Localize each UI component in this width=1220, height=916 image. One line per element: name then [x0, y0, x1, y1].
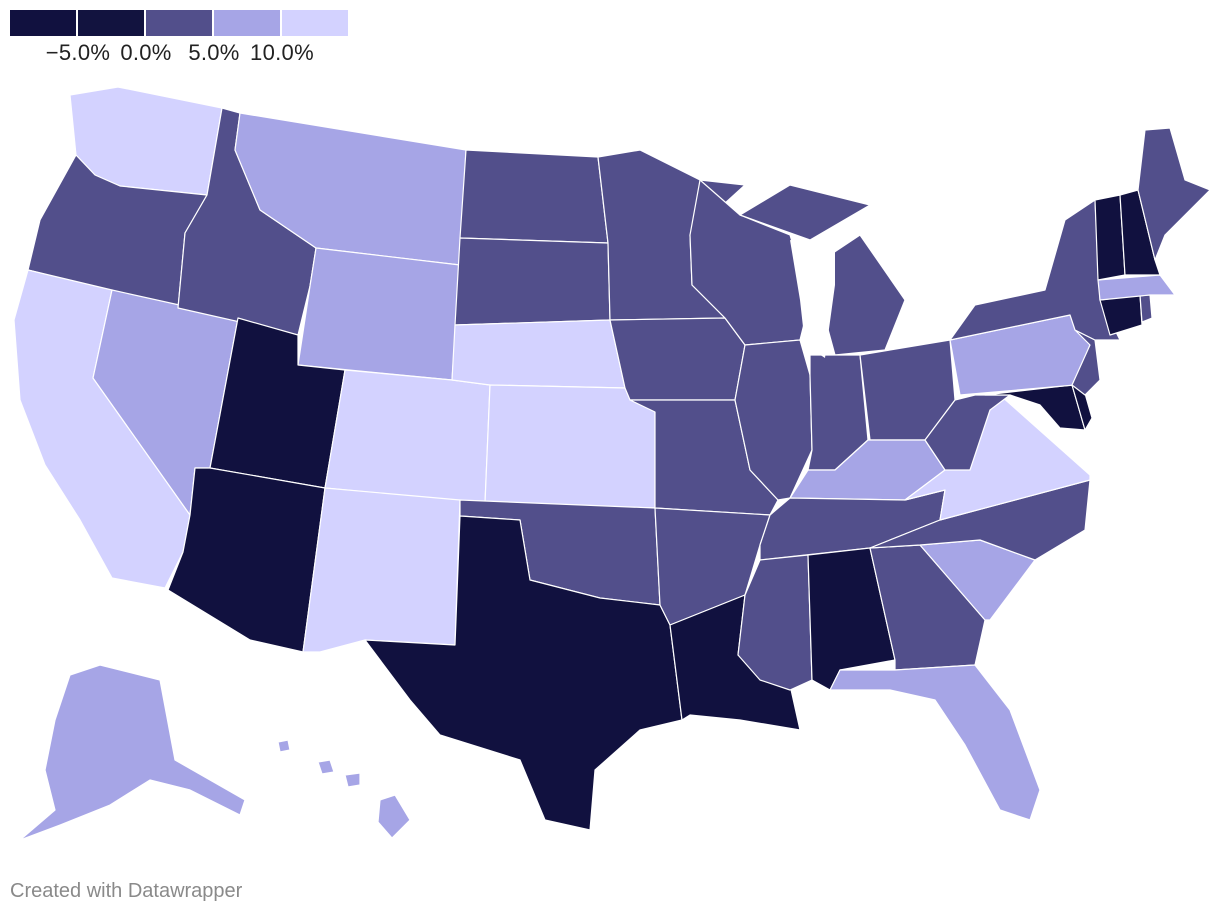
- state-nh[interactable]: [1119, 189, 1161, 276]
- state-fl[interactable]: [829, 664, 1041, 821]
- legend-swatch-2: [78, 10, 144, 36]
- credit-text: Created with Datawrapper: [10, 880, 243, 902]
- state-sd[interactable]: [454, 237, 611, 326]
- color-legend: −5.0% 0.0% 5.0% 10.0%: [10, 10, 350, 66]
- state-tx[interactable]: [364, 515, 683, 831]
- legend-tick-label: 0.0%: [120, 40, 172, 65]
- state-me[interactable]: [1137, 127, 1211, 261]
- legend-swatch-5: [282, 10, 348, 36]
- legend-swatch-1: [10, 10, 76, 36]
- state-wv[interactable]: [924, 394, 1011, 471]
- legend-tick-label: 5.0%: [188, 40, 240, 65]
- state-az[interactable]: [167, 467, 326, 653]
- state-ny[interactable]: [949, 199, 1121, 341]
- state-hi[interactable]: [277, 739, 411, 839]
- state-ks[interactable]: [484, 384, 656, 509]
- state-nm[interactable]: [302, 487, 461, 653]
- legend-swatch-3: [146, 10, 212, 36]
- state-wy[interactable]: [297, 247, 461, 381]
- legend-tick-label: 10.0%: [250, 40, 314, 65]
- legend-swatch-4: [214, 10, 280, 36]
- state-co[interactable]: [324, 369, 491, 504]
- lake-michigan: [790, 240, 835, 358]
- us-choropleth-map: [13, 86, 1211, 841]
- state-ia[interactable]: [609, 317, 746, 401]
- state-ne[interactable]: [451, 319, 626, 389]
- state-ri[interactable]: [1139, 294, 1153, 323]
- legend-tick-label: −5.0%: [45, 40, 111, 65]
- state-nd[interactable]: [459, 149, 609, 244]
- state-ma[interactable]: [1097, 274, 1176, 301]
- state-ak[interactable]: [19, 664, 246, 841]
